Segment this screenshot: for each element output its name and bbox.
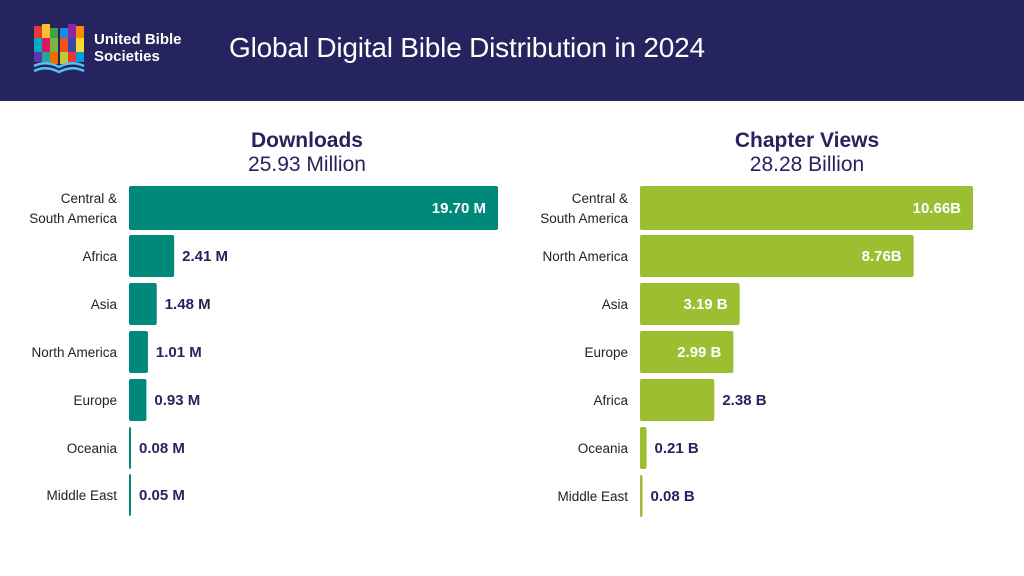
downloads-category-label: North America: [31, 345, 117, 360]
views-bar: [640, 235, 914, 277]
logo-icon: [33, 24, 85, 74]
downloads-bar: [129, 235, 175, 277]
downloads-category-label: Central & South America: [29, 191, 117, 226]
downloads-value-label: 0.08 M: [139, 440, 185, 457]
views-bar: [640, 283, 740, 325]
downloads-value-label: 0.05 M: [139, 487, 185, 504]
downloads-bar: [129, 379, 147, 421]
views-category-label: Middle East: [557, 489, 628, 504]
downloads-bar: [129, 186, 498, 230]
views-category-label: Oceania: [578, 441, 629, 456]
logo-line-2: Societies: [94, 48, 160, 65]
views-category-label: Central & South America: [540, 191, 628, 226]
downloads-value-label: 1.48 M: [165, 296, 211, 313]
downloads-bar: [129, 427, 131, 469]
downloads-category-label: Oceania: [67, 441, 118, 456]
views-bar: [640, 331, 734, 373]
downloads-value-label: 2.41 M: [182, 248, 228, 265]
views-value-label: 10.66B: [913, 200, 962, 217]
views-value-label: 3.19 B: [683, 296, 727, 313]
views-bar: [640, 427, 647, 469]
downloads-value-label: 1.01 M: [156, 344, 202, 361]
views-category-label: North America: [542, 249, 628, 264]
downloads-chart-total: 25.93 Million: [248, 153, 366, 176]
downloads-category-label: Asia: [91, 297, 118, 312]
views-value-label: 0.08 B: [650, 488, 694, 505]
page-title: Global Digital Bible Distribution in 202…: [229, 32, 705, 63]
views-category-label: Europe: [584, 345, 628, 360]
logo-text: United Bible Societies: [94, 31, 182, 65]
downloads-value-label: 19.70 M: [432, 200, 486, 217]
views-bar: [640, 475, 643, 517]
downloads-category-label: Africa: [82, 249, 117, 264]
logo-line-1: United Bible: [94, 31, 182, 48]
views-category-label: Africa: [593, 393, 628, 408]
views-bar: [640, 379, 715, 421]
downloads-bar: [129, 283, 157, 325]
views-category-label: Asia: [602, 297, 629, 312]
downloads-category-label: Middle East: [46, 488, 117, 503]
header-bar: United Bible Societies Global Digital Bi…: [0, 0, 1024, 101]
downloads-category-label: Europe: [73, 393, 117, 408]
views-value-label: 8.76B: [862, 248, 902, 265]
views-chart-total: 28.28 Billion: [750, 153, 864, 176]
views-chart-title: Chapter Views: [735, 129, 879, 152]
downloads-bar: [129, 331, 148, 373]
downloads-bar: [129, 474, 131, 516]
views-value-label: 0.21 B: [655, 440, 699, 457]
views-bar: [640, 186, 973, 230]
downloads-value-label: 0.93 M: [154, 392, 200, 409]
views-value-label: 2.99 B: [677, 344, 721, 361]
downloads-chart-title: Downloads: [251, 129, 363, 152]
views-value-label: 2.38 B: [722, 392, 766, 409]
